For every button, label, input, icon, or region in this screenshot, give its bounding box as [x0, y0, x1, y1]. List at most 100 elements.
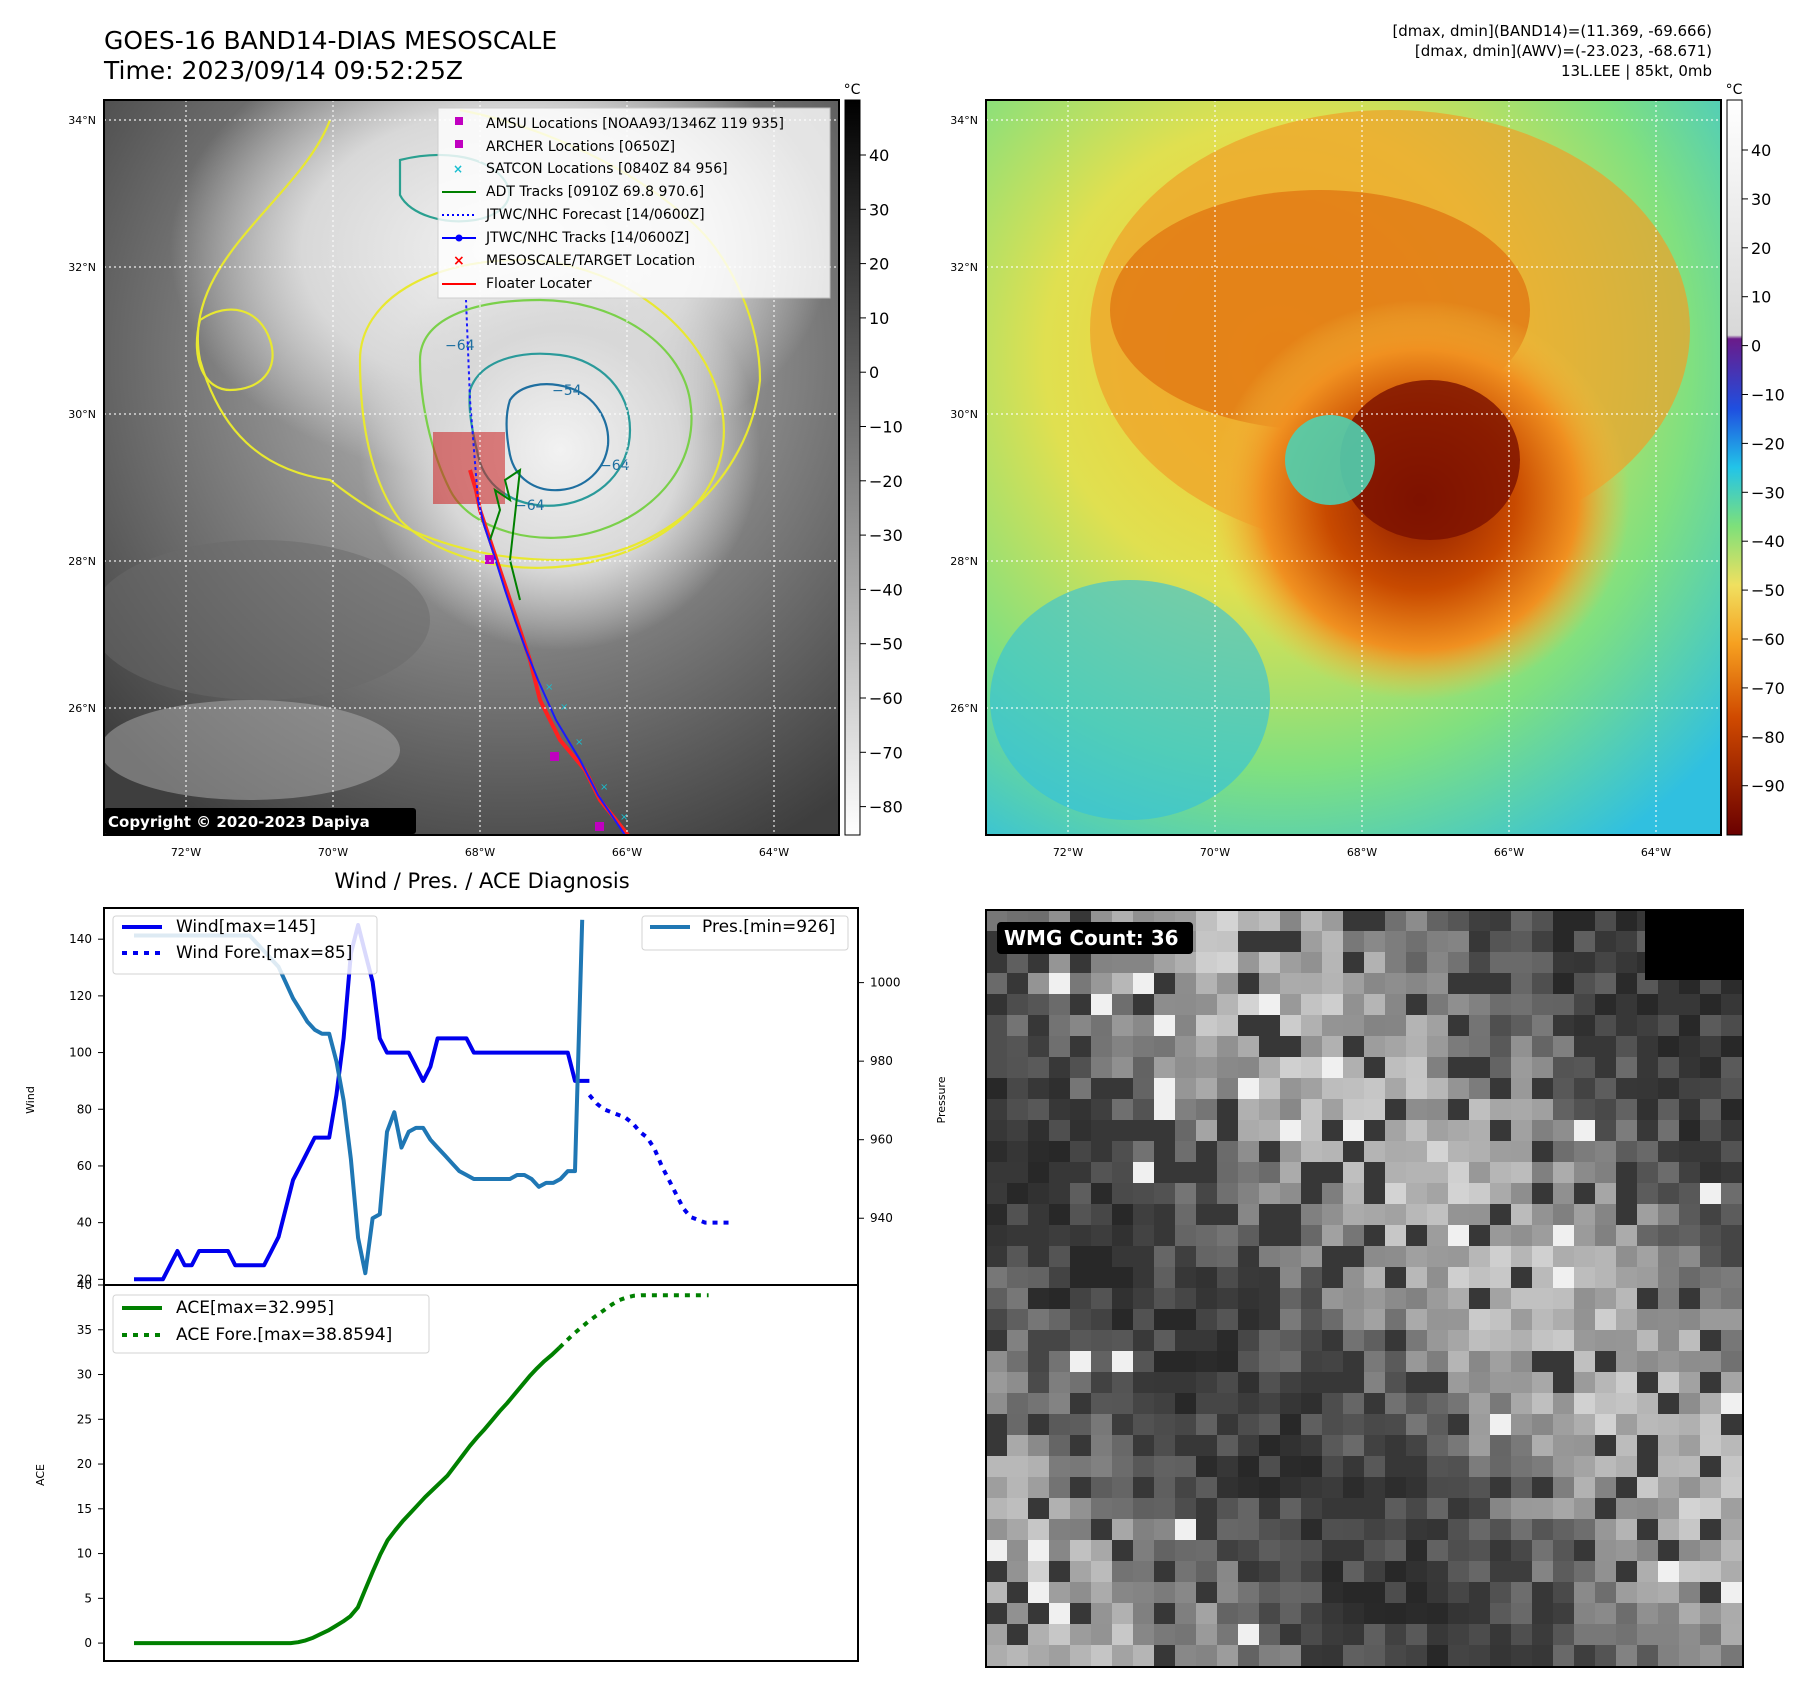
wmg-cell	[1700, 1099, 1722, 1121]
wmg-cell	[1385, 973, 1407, 995]
wmg-cell	[1301, 1099, 1323, 1121]
figure-time: Time: 2023/09/14 09:52:25Z	[104, 56, 463, 85]
wmg-cell	[1196, 931, 1218, 953]
wmg-cell	[1595, 1246, 1617, 1268]
wmg-cell	[1511, 1540, 1533, 1562]
wmg-cell	[1259, 952, 1281, 974]
wmg-cell	[1028, 1435, 1050, 1457]
wmg-cell	[1322, 1225, 1344, 1247]
wmg-cell	[1679, 1099, 1701, 1121]
wmg-cell	[1742, 1393, 1743, 1415]
wmg-cell	[1448, 1519, 1470, 1541]
svg-text:×: ×	[620, 812, 628, 823]
wmg-cell	[1721, 1372, 1743, 1394]
wmg-cell	[1406, 910, 1428, 932]
wmg-cell	[1133, 952, 1155, 974]
wmg-cell	[1301, 1141, 1323, 1163]
wmg-cell	[1700, 1057, 1722, 1079]
wmg-cell	[1301, 1477, 1323, 1499]
wmg-cell	[1280, 1099, 1302, 1121]
wmg-cell	[1721, 1624, 1743, 1646]
wmg-cell	[1574, 1666, 1596, 1667]
colorbar-tick-label: −50	[869, 635, 903, 654]
wmg-cell	[1196, 1456, 1218, 1478]
wmg-cell	[1742, 1246, 1743, 1268]
wmg-cell	[1175, 1645, 1197, 1667]
wmg-cell	[1595, 1519, 1617, 1541]
wmg-cell	[1427, 1099, 1449, 1121]
wmg-cell	[1175, 1204, 1197, 1226]
wmg-cell	[1490, 1519, 1512, 1541]
wmg-cell	[1070, 1372, 1092, 1394]
wmg-cell	[1154, 1498, 1176, 1520]
wmg-cell	[1322, 1624, 1344, 1646]
wmg-cell	[1364, 1267, 1386, 1289]
wmg-cell	[1091, 1561, 1113, 1583]
wmg-cell	[1091, 1267, 1113, 1289]
wmg-cell	[1490, 994, 1512, 1016]
ace-panel: 0 5 10 15 20 25 30 35 40 ACE[max=32.995] ACE Fore.…	[77, 1278, 859, 1662]
wmg-cell	[1574, 1624, 1596, 1646]
wmg-cell	[1133, 1036, 1155, 1058]
wmg-cell	[1364, 973, 1386, 995]
wmg-cell	[1448, 1099, 1470, 1121]
wmg-cell	[1637, 994, 1659, 1016]
wmg-cell	[1091, 994, 1113, 1016]
wmg-cell	[1028, 1204, 1050, 1226]
wmg-cell	[1469, 1183, 1491, 1205]
ir-map-right	[986, 100, 1721, 835]
wmg-cell	[1175, 1330, 1197, 1352]
ace-tick-label: 10	[77, 1547, 92, 1561]
wmg-cell	[1364, 1351, 1386, 1373]
wmg-cell	[1049, 1456, 1071, 1478]
wmg-cell	[1196, 1435, 1218, 1457]
wmg-cell	[1553, 1393, 1575, 1415]
wmg-cell	[1511, 1015, 1533, 1037]
wmg-cell	[1532, 1078, 1554, 1100]
wmg-cell	[1448, 973, 1470, 995]
wmg-cell	[1322, 1162, 1344, 1184]
wmg-cell	[1448, 1141, 1470, 1163]
wind-tick-label: 60	[77, 1159, 92, 1173]
wmg-cell	[1721, 1582, 1743, 1604]
wmg-cell	[1532, 1624, 1554, 1646]
wmg-cell	[1490, 1036, 1512, 1058]
wmg-cell	[1070, 1561, 1092, 1583]
wmg-cell	[986, 1666, 1008, 1667]
wmg-cell	[1427, 1435, 1449, 1457]
wmg-cell	[1385, 1414, 1407, 1436]
amsu-marker	[550, 752, 559, 761]
wmg-cell	[1154, 1393, 1176, 1415]
wmg-cell	[1553, 1036, 1575, 1058]
wmg-cell	[1259, 1456, 1281, 1478]
wmg-cell	[1217, 1141, 1239, 1163]
wmg-cell	[1406, 1582, 1428, 1604]
wmg-cell	[1196, 1225, 1218, 1247]
wmg-cell	[1049, 1057, 1071, 1079]
wmg-cell	[1007, 1666, 1029, 1667]
wmg-cell	[1469, 1603, 1491, 1625]
wmg-cell	[1637, 1582, 1659, 1604]
wmg-cell	[1280, 1456, 1302, 1478]
wmg-cell	[986, 1351, 1008, 1373]
wmg-cell	[1175, 973, 1197, 995]
colorbar-tick-label: −50	[1751, 581, 1785, 600]
wmg-cell	[1217, 1309, 1239, 1331]
wmg-cell	[1175, 1078, 1197, 1100]
wmg-cell	[1616, 1519, 1638, 1541]
wmg-cell	[1658, 1435, 1680, 1457]
wmg-cell	[1322, 1582, 1344, 1604]
wmg-cell	[1238, 1078, 1260, 1100]
wmg-cell	[1175, 1666, 1197, 1667]
wmg-cell	[986, 1435, 1008, 1457]
wmg-cell	[1343, 1057, 1365, 1079]
wmg-cell	[1658, 1540, 1680, 1562]
wmg-cell	[986, 1309, 1008, 1331]
wmg-cell	[1574, 1582, 1596, 1604]
pressure-tick-label: 960	[870, 1133, 893, 1147]
wmg-cell	[1175, 1393, 1197, 1415]
wmg-cell	[1469, 1288, 1491, 1310]
wmg-cell	[1448, 1162, 1470, 1184]
wmg-cell	[1595, 1036, 1617, 1058]
wmg-cell	[1175, 1624, 1197, 1646]
